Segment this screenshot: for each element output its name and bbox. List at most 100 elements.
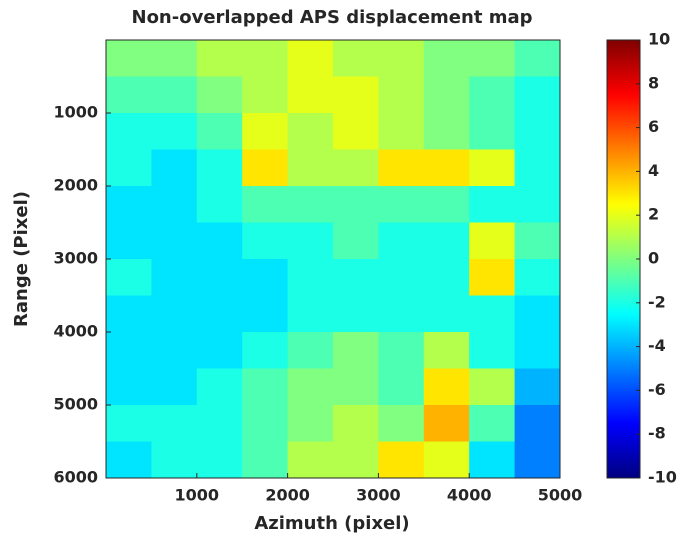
colorbar [606,39,641,479]
heat-cell [333,405,379,442]
heat-cell [469,405,516,442]
heat-cell [333,441,379,479]
heat-cell [106,222,152,260]
heat-cell [378,259,425,296]
heat-cell [378,40,425,77]
heat-cell [242,441,289,479]
heat-cell [151,186,198,223]
colorbar-tick-label: 4 [648,161,659,180]
heat-cell [423,405,470,442]
heat-cell [469,441,516,479]
heat-cell [151,368,198,406]
heat-cell [242,149,289,187]
heat-cell [469,332,516,369]
heat-cell [106,405,152,442]
colorbar-tick-label: 2 [648,205,659,224]
heat-cell [333,259,379,296]
heat-cell [514,295,561,333]
heat-cell [514,186,561,223]
heat-cell [287,186,334,223]
y-tick-label: 2000 [53,176,98,195]
heat-cell [151,76,198,114]
heat-cell [196,332,243,369]
heat-cell [378,149,425,187]
heat-cell [514,368,561,406]
heat-cell [514,222,561,260]
heat-cell [333,40,379,77]
heat-cell [333,76,379,114]
heat-cell [106,332,152,369]
heat-cell [242,259,289,296]
heat-cell [196,149,243,187]
heat-cell [287,332,334,369]
heat-cell [423,76,470,114]
heat-cell [287,222,334,260]
heat-cell [378,441,425,479]
heat-cell [333,222,379,260]
heat-cell [423,113,470,150]
x-tick-label: 3000 [356,486,401,505]
colorbar-tick-label: -4 [648,336,666,355]
heat-cell [423,149,470,187]
heat-cell [287,76,334,114]
heat-cell [514,332,561,369]
heat-cell [196,441,243,479]
heat-cell [196,405,243,442]
heat-cell [469,113,516,150]
heat-cell [287,405,334,442]
heat-cell [378,368,425,406]
heat-cell [514,149,561,187]
heat-cell [469,40,516,77]
heat-cell [242,405,289,442]
heat-cell [287,259,334,296]
x-axis-label: Azimuth (pixel) [254,513,409,534]
heat-cell [333,295,379,333]
colorbar-tick-label: -2 [648,292,666,311]
heat-cell [196,222,243,260]
heat-cell [469,76,516,114]
x-tick-label: 5000 [538,486,583,505]
colorbar-tick-label: 8 [648,73,659,92]
heat-cell [514,76,561,114]
heat-cell [423,222,470,260]
heat-cell [423,295,470,333]
heat-cell [423,186,470,223]
heat-cell [242,295,289,333]
heat-cell [287,113,334,150]
heat-cell [242,222,289,260]
heat-cell [469,186,516,223]
heat-cell [106,295,152,333]
heat-cell [287,40,334,77]
heat-cell [378,113,425,150]
colorbar-tick-label: -6 [648,380,666,399]
y-tick-label: 6000 [53,468,98,487]
heat-cell [378,405,425,442]
heat-cell [469,149,516,187]
heat-cell [469,368,516,406]
heat-cell [469,222,516,260]
heat-cell [242,186,289,223]
heat-cell [106,40,152,77]
heat-cell [333,186,379,223]
heat-cell [333,149,379,187]
y-tick-label: 4000 [53,322,98,341]
heat-cell [151,149,198,187]
heat-cell [378,76,425,114]
heat-cell [106,186,152,223]
heat-cell [287,149,334,187]
heat-cell [333,332,379,369]
heat-cell [378,222,425,260]
heat-cell [106,259,152,296]
y-axis-label: Range (Pixel) [11,191,32,327]
heat-cell [242,368,289,406]
heat-cell [242,332,289,369]
heat-cell [196,368,243,406]
heat-cell [378,295,425,333]
heat-cell [423,40,470,77]
heat-cell [151,40,198,77]
heat-cell [196,295,243,333]
heat-cell [378,186,425,223]
heat-cell [423,259,470,296]
y-tick-label: 3000 [53,249,98,268]
heat-cell [196,113,243,150]
